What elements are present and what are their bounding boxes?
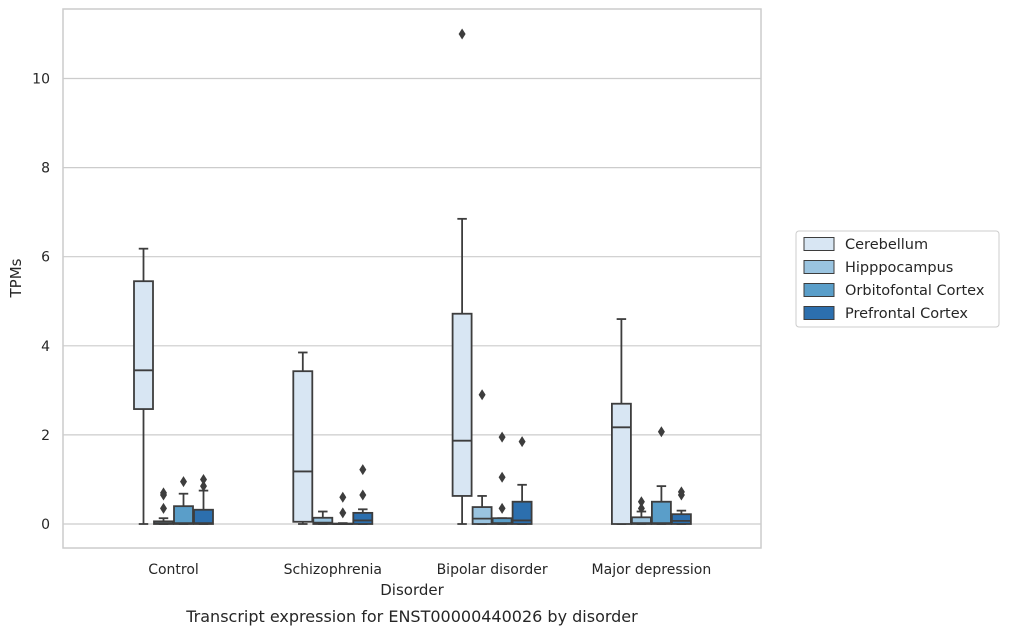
box-iqr bbox=[651, 500, 672, 525]
outlier-point bbox=[657, 426, 665, 438]
x-tick-label: Bipolar disorder bbox=[437, 562, 548, 578]
legend-entry: Cerebellum bbox=[845, 237, 928, 253]
legend-entry: Prefrontal Cortex bbox=[845, 306, 968, 322]
chart-caption: Transcript expression for ENST0000044002… bbox=[185, 607, 638, 626]
box-iqr bbox=[173, 505, 194, 525]
box-iqr bbox=[352, 511, 374, 525]
outlier-point bbox=[458, 28, 466, 40]
box bbox=[292, 351, 314, 525]
outlier-point bbox=[478, 389, 486, 401]
x-tick-label: Control bbox=[148, 562, 199, 578]
legend-swatch bbox=[803, 237, 835, 251]
outlier-point bbox=[339, 491, 347, 503]
outlier-point bbox=[518, 436, 526, 448]
legend-entry: Hipppocampus bbox=[845, 260, 953, 276]
box bbox=[471, 389, 493, 525]
x-axis-label: Disorder bbox=[380, 581, 444, 599]
series-prefrontal-cortex bbox=[193, 436, 692, 525]
box-iqr bbox=[451, 312, 473, 497]
outlier-point bbox=[498, 431, 506, 443]
box bbox=[611, 318, 632, 525]
box bbox=[352, 464, 374, 525]
box bbox=[153, 487, 174, 525]
box-iqr bbox=[671, 513, 692, 525]
box bbox=[332, 491, 354, 525]
y-tick-label: 8 bbox=[41, 161, 50, 177]
box-iqr bbox=[511, 500, 533, 525]
series-hipppocampus bbox=[153, 389, 652, 525]
outlier-point bbox=[339, 507, 347, 519]
outlier-point bbox=[180, 476, 187, 488]
x-tick-labels: Control Schizophrenia Bipolar disorder Majo… bbox=[148, 562, 711, 578]
outlier-point bbox=[637, 496, 645, 508]
y-tick-label: 4 bbox=[41, 339, 50, 355]
y-axis-label: TPMs bbox=[7, 258, 25, 298]
plot-frame bbox=[62, 8, 762, 549]
box bbox=[312, 510, 334, 525]
outlier-point bbox=[200, 473, 207, 485]
box bbox=[491, 431, 513, 525]
box bbox=[193, 473, 214, 525]
box-iqr bbox=[292, 370, 314, 523]
plot-area bbox=[63, 9, 761, 548]
outlier-point bbox=[160, 487, 167, 499]
y-tick-labels: 0 2 4 6 8 10 bbox=[32, 72, 50, 534]
outlier-point bbox=[677, 486, 685, 498]
outlier-point bbox=[359, 489, 367, 501]
outlier-point bbox=[637, 502, 645, 514]
box bbox=[671, 486, 692, 525]
outlier-point bbox=[359, 464, 367, 476]
box bbox=[651, 426, 672, 525]
box bbox=[133, 247, 154, 525]
legend-frame bbox=[795, 230, 1000, 328]
box bbox=[451, 28, 473, 525]
y-tick-label: 2 bbox=[41, 428, 50, 444]
series-orbitofontal-cortex bbox=[173, 426, 672, 525]
box-iqr bbox=[611, 402, 632, 525]
box bbox=[173, 476, 194, 525]
box-iqr bbox=[133, 280, 154, 410]
outlier-point bbox=[498, 471, 506, 483]
box bbox=[631, 496, 652, 525]
y-tick-label: 10 bbox=[32, 72, 50, 88]
series-cerebellum bbox=[133, 28, 632, 525]
outlier-point bbox=[498, 502, 506, 514]
x-tick-label: Major depression bbox=[592, 562, 712, 578]
legend-swatch bbox=[803, 283, 835, 297]
x-tick-label: Schizophrenia bbox=[284, 562, 382, 578]
outlier-point bbox=[160, 502, 167, 514]
legend-swatch bbox=[803, 306, 835, 320]
legend-swatch bbox=[803, 260, 835, 274]
box-iqr bbox=[312, 516, 334, 525]
legend: Cerebellum Hipppocampus Orbitofontal Corte… bbox=[795, 230, 1000, 328]
box-iqr bbox=[193, 508, 214, 525]
outlier-point bbox=[200, 480, 207, 492]
box-series bbox=[133, 28, 692, 525]
box bbox=[511, 436, 533, 525]
box-iqr bbox=[471, 506, 493, 525]
y-tick-label: 0 bbox=[41, 517, 50, 533]
y-tick-label: 6 bbox=[41, 250, 50, 266]
legend-entry: Orbitofontal Cortex bbox=[845, 283, 985, 299]
